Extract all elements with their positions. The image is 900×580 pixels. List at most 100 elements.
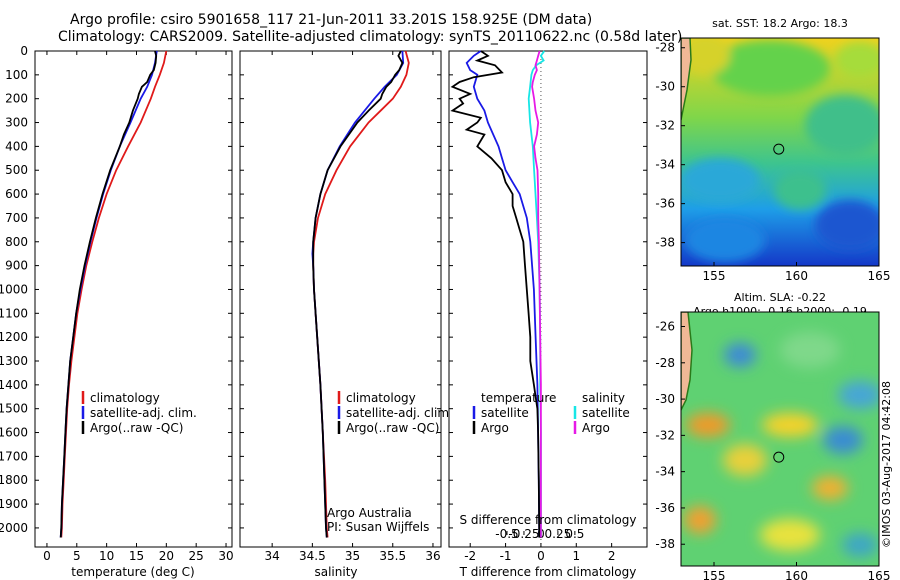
sst-patch xyxy=(681,38,730,75)
map-y-tick-label: -36 xyxy=(655,501,675,515)
t-difference-xlabel: T difference from climatology xyxy=(459,565,637,579)
difference-legend: temperature salinity satellite Argo sate… xyxy=(472,391,630,435)
sst-patch xyxy=(685,218,765,262)
legend-satellite-label: satellite-adj. clim. xyxy=(346,406,453,420)
series-argo-raw-qc- xyxy=(312,50,404,538)
difference-panel: -2 -1 0 1 2 -0.5-0.250 0.250.5 S difference f… xyxy=(448,50,648,579)
page-title-line1: Argo profile: csiro 5901658_117 21-Jun-2… xyxy=(70,12,593,28)
map-y-tick-label: -32 xyxy=(655,428,675,442)
x-tick-label: 35.5 xyxy=(379,549,406,563)
sla-patch xyxy=(686,413,730,437)
temperature-panel: 0 5 10 15 20 25 30 0 100 200 300 400 500 600 700 800 90… xyxy=(0,44,234,579)
land-mass xyxy=(681,38,692,121)
y-tick-label: 700 xyxy=(5,211,28,225)
y-tick-label: 1700 xyxy=(0,449,28,463)
legend-s-argo-label: Argo xyxy=(582,421,610,435)
sla-patch xyxy=(842,533,878,557)
x-tick-label: 5 xyxy=(73,549,81,563)
sla-map-title-line1: Altim. SLA: -0.22 xyxy=(734,291,826,304)
series-argo-raw-qc- xyxy=(59,50,158,538)
sst-patch xyxy=(805,95,879,155)
s-difference-label: S difference from climatology xyxy=(460,513,637,527)
legend-argo-label: Argo(..raw -QC) xyxy=(90,421,183,435)
x-tick-label: 20 xyxy=(159,549,174,563)
x-tick-label: 2 xyxy=(608,549,616,563)
sla-patch xyxy=(762,413,818,437)
sla-patch xyxy=(812,476,848,500)
timestamp-stamp: ©IMOS 03-Aug-2017 04:42:08 xyxy=(880,381,893,548)
map-x-tick-label: 160 xyxy=(785,569,808,580)
argo-position-marker xyxy=(773,451,785,463)
y-tick-label: 1500 xyxy=(0,402,28,416)
y-tick-label: 2000 xyxy=(0,521,28,535)
y-tick-label: 900 xyxy=(5,259,28,273)
argo-position-marker xyxy=(773,143,785,155)
page-title-line2: Climatology: CARS2009. Satellite-adjuste… xyxy=(58,29,683,45)
x-tick-label: -2 xyxy=(464,549,476,563)
map-x-tick-label: 165 xyxy=(868,269,891,283)
y-tick-label: 500 xyxy=(5,163,28,177)
legend-salinity-header: salinity xyxy=(582,391,625,405)
y-tick-label: 400 xyxy=(5,139,28,153)
y-tick-label: 100 xyxy=(5,68,28,82)
legend-temperature-header: temperature xyxy=(481,391,556,405)
map-y-tick-label: -34 xyxy=(655,465,675,479)
temperature-frame xyxy=(34,50,233,548)
sla-map: Altim. SLA: -0.22 Argo h1000: -0.16 h200… xyxy=(655,291,890,580)
y-tick-label: 1900 xyxy=(0,497,28,511)
salinity-legend: climatology satellite-adj. clim. Argo(..… xyxy=(337,391,453,435)
x-tick-label: 1 xyxy=(572,549,580,563)
sla-patch xyxy=(838,381,879,409)
y-tick-label: 300 xyxy=(5,116,28,130)
x-tick-label: 25 xyxy=(189,549,204,563)
s-tick-label: 0.5 xyxy=(565,527,584,541)
sst-map-frame xyxy=(680,37,880,267)
s-tick-label: 0.25 xyxy=(545,527,572,541)
y-tick-label: 1100 xyxy=(0,306,28,320)
x-tick-label: -1 xyxy=(500,549,512,563)
sst-map-title: sat. SST: 18.2 Argo: 18.3 xyxy=(712,17,848,30)
y-tick-label: 1400 xyxy=(0,378,28,392)
y-tick-label: 1000 xyxy=(0,282,28,296)
series-t-argo xyxy=(450,50,541,538)
map-x-tick-label: 155 xyxy=(703,569,726,580)
argo-australia-label: Argo Australia xyxy=(327,506,412,520)
difference-frame xyxy=(448,50,648,548)
y-tick-label: 200 xyxy=(5,92,28,106)
x-tick-label: 15 xyxy=(129,549,144,563)
map-x-tick-label: 160 xyxy=(785,269,808,283)
x-tick-label: 34 xyxy=(265,549,280,563)
sla-patch xyxy=(724,343,756,367)
y-tick-label: 1200 xyxy=(0,330,28,344)
sst-patch xyxy=(815,200,879,250)
map-y-tick-label: -30 xyxy=(655,392,675,406)
land-mass xyxy=(681,312,693,411)
map-y-tick-label: -28 xyxy=(655,356,675,370)
legend-argo-label: Argo(..raw -QC) xyxy=(346,421,439,435)
y-tick-label: 1600 xyxy=(0,426,28,440)
x-tick-label: 36 xyxy=(425,549,440,563)
series-t-satellite xyxy=(465,50,541,538)
legend-t-satellite-label: satellite xyxy=(481,406,529,420)
map-x-tick-label: 155 xyxy=(703,269,726,283)
x-tick-label: 0 xyxy=(537,549,545,563)
map-y-tick-label: -32 xyxy=(655,119,675,133)
sla-map-frame xyxy=(680,311,880,567)
sst-patch xyxy=(681,158,760,202)
salinity-xlabel: salinity xyxy=(314,565,357,579)
sla-patch xyxy=(760,519,820,551)
map-y-tick-label: -34 xyxy=(655,158,675,172)
map-y-tick-label: -38 xyxy=(655,236,675,250)
legend-climatology-label: climatology xyxy=(90,391,160,405)
sla-patch xyxy=(684,506,716,534)
x-tick-label: 34.5 xyxy=(299,549,326,563)
y-tick-label: 1800 xyxy=(0,473,28,487)
series-s-argo xyxy=(531,50,542,538)
temperature-legend: climatology satellite-adj. clim. Argo(..… xyxy=(81,391,197,435)
map-y-tick-label: -36 xyxy=(655,197,675,211)
map-x-tick-label: 165 xyxy=(868,569,891,580)
salinity-panel: 34 34.5 35 35.5 36 salinity climatology sate… xyxy=(239,50,453,579)
legend-t-argo-label: Argo xyxy=(481,421,509,435)
y-tick-label: 600 xyxy=(5,187,28,201)
sst-patch xyxy=(835,42,879,78)
